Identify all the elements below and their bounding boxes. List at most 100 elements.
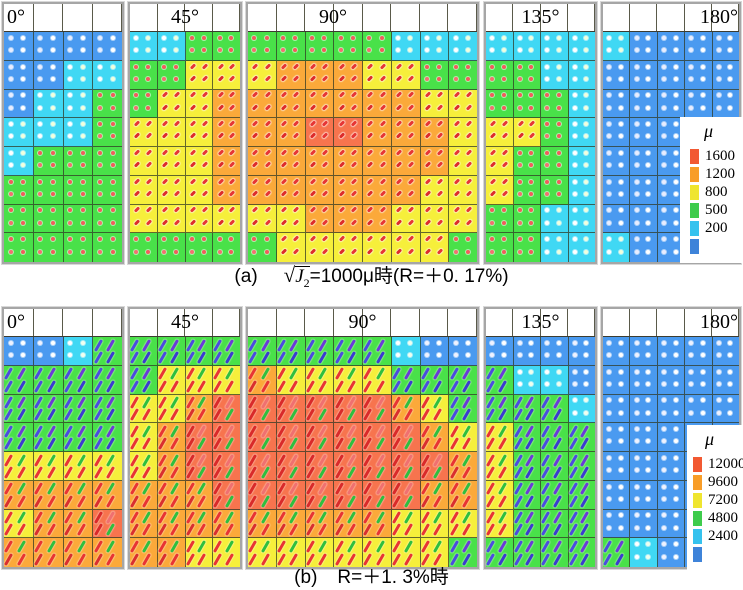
strain-mark <box>248 408 258 422</box>
grid-row <box>248 337 477 366</box>
strain-mark <box>490 249 495 254</box>
grid-cell <box>213 337 240 366</box>
strain-mark <box>252 62 259 70</box>
strain-mark <box>392 482 402 496</box>
strain-mark <box>141 482 152 496</box>
strain-mark <box>408 149 415 156</box>
strain-mark <box>584 353 589 358</box>
strain-mark <box>264 75 271 82</box>
strain-mark <box>213 437 223 451</box>
grid-cell <box>33 538 64 567</box>
strain-mark <box>17 540 27 553</box>
grid-cell <box>486 423 514 452</box>
strain-mark <box>572 381 577 386</box>
strain-mark <box>161 177 169 185</box>
grid-cell <box>130 337 158 366</box>
strain-mark <box>584 191 589 196</box>
strain-mark <box>432 437 443 451</box>
strain-mark <box>545 220 550 225</box>
strain-mark <box>432 408 443 422</box>
grid-cell <box>4 538 34 567</box>
angle-label: 90° <box>348 311 377 333</box>
strain-mark <box>673 179 678 184</box>
strain-mark <box>338 206 345 214</box>
strain-mark <box>545 150 550 155</box>
strain-mark <box>449 453 459 467</box>
strain-mark <box>465 48 470 53</box>
strain-mark <box>130 425 140 438</box>
strain-mark <box>321 161 329 168</box>
strain-mark <box>375 494 385 508</box>
strain-mark <box>513 425 523 438</box>
strain-mark <box>169 523 179 537</box>
strain-mark <box>162 76 167 81</box>
strain-mark <box>728 48 733 53</box>
strain-mark <box>404 408 414 422</box>
strain-mark <box>68 163 73 168</box>
strain-mark <box>424 76 429 81</box>
strain-mark <box>106 425 116 438</box>
strain-mark <box>580 494 590 508</box>
strain-mark <box>408 48 413 53</box>
strain-mark <box>201 206 208 214</box>
strain-mark <box>281 91 288 99</box>
strain-mark <box>305 540 315 553</box>
strain-mark <box>662 427 667 432</box>
grid-cell <box>63 365 94 395</box>
strain-mark <box>634 369 639 374</box>
strain-mark <box>260 453 270 467</box>
strain-mark <box>110 220 115 225</box>
strain-mark <box>309 75 317 82</box>
strain-mark <box>34 396 44 410</box>
strain-mark <box>134 206 141 214</box>
strain-mark <box>281 35 286 40</box>
strain-mark <box>618 237 623 242</box>
strain-mark <box>449 437 459 451</box>
strain-mark <box>80 179 85 184</box>
grid-cell <box>391 233 421 262</box>
grid-cell <box>334 423 363 452</box>
strain-mark <box>93 379 103 393</box>
strain-mark <box>8 340 13 345</box>
grid-cell <box>712 365 740 395</box>
strain-mark <box>289 465 299 479</box>
strain-mark <box>130 540 140 553</box>
strain-mark <box>420 396 430 410</box>
strain-mark <box>673 496 678 501</box>
strain-mark <box>646 35 651 40</box>
strain-mark <box>46 437 56 451</box>
strain-mark <box>110 64 115 69</box>
strain-mark <box>350 62 358 70</box>
strain-mark <box>646 134 651 139</box>
strain-mark <box>309 161 317 168</box>
strain-mark <box>134 48 139 53</box>
grid-row <box>486 337 595 366</box>
strain-mark <box>317 523 328 537</box>
strain-mark <box>169 396 179 410</box>
strain-mark <box>38 105 43 110</box>
grid-cell <box>449 509 477 539</box>
strain-mark <box>541 540 551 553</box>
grid-cell <box>33 204 64 234</box>
strain-mark <box>185 338 195 352</box>
strain-mark <box>130 453 140 467</box>
strain-mark <box>277 408 287 422</box>
strain-mark <box>375 465 385 479</box>
strain-mark <box>146 237 151 242</box>
strain-mark <box>201 132 208 140</box>
strain-mark <box>513 465 523 479</box>
strain-mark <box>501 93 506 98</box>
strain-mark <box>289 540 299 553</box>
grid-cell <box>63 509 94 539</box>
strain-mark <box>501 48 506 53</box>
strain-mark <box>317 453 328 467</box>
strain-mark <box>157 350 168 364</box>
strain-mark <box>305 396 315 410</box>
grid-cell <box>541 480 569 510</box>
strain-mark <box>17 482 27 496</box>
strain-mark <box>517 353 522 358</box>
legend-entry: 1600 <box>690 148 743 165</box>
grid-cell <box>157 147 186 176</box>
grid-cell <box>185 452 214 481</box>
strain-mark <box>76 437 86 451</box>
